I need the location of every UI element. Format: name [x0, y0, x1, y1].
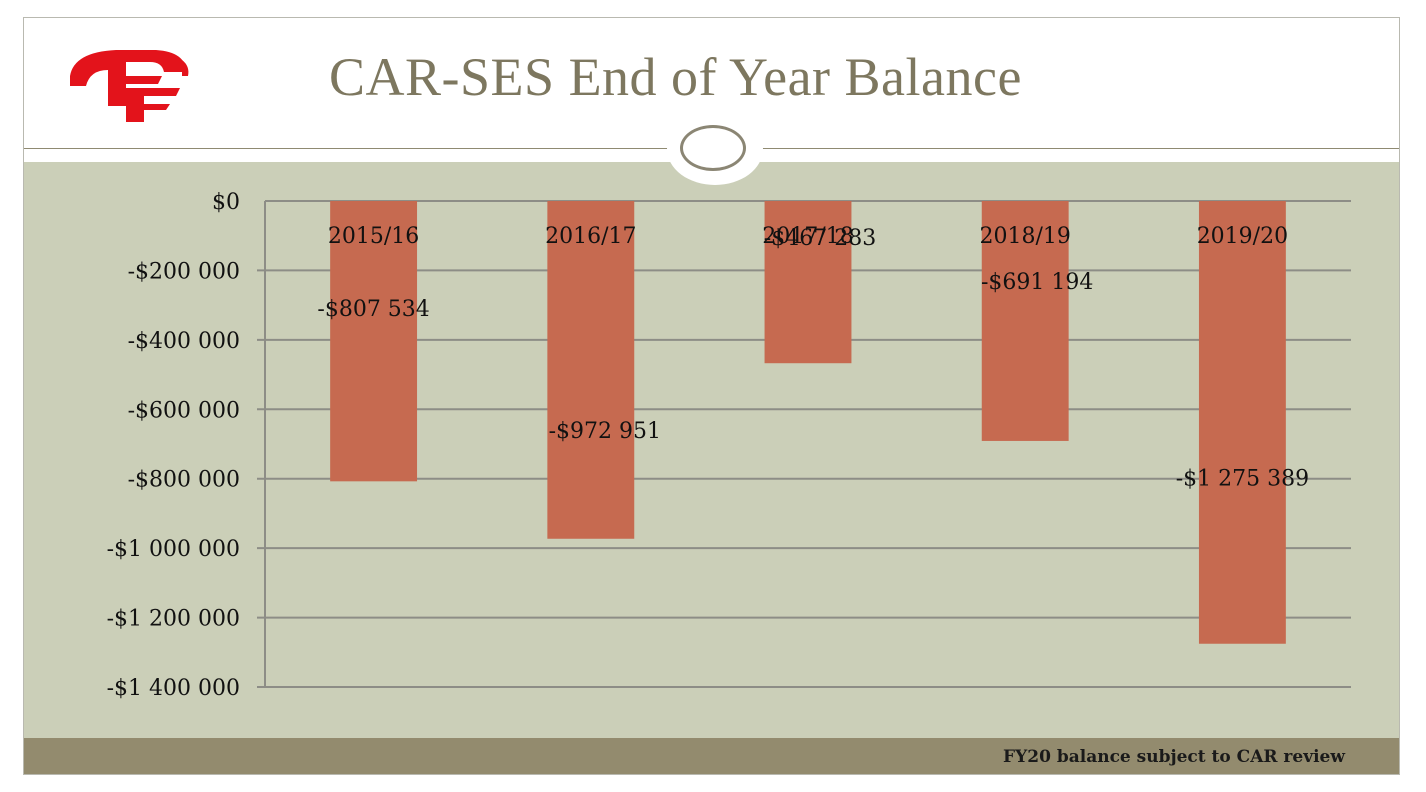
data-label: -$467 283	[764, 226, 876, 251]
bar-2018-19	[981, 201, 1069, 441]
bar-2017-18	[764, 201, 852, 364]
footer-band: FY20 balance subject to CAR review	[24, 738, 1399, 774]
y-tick-label: -$800 000	[128, 468, 240, 493]
y-tick-label: -$1 200 000	[107, 607, 240, 632]
y-tick-label: $0	[212, 190, 240, 215]
slide-title: CAR-SES End of Year Balance	[329, 47, 1022, 107]
data-label: -$691 194	[981, 270, 1093, 295]
divider-medallion	[667, 113, 763, 185]
medallion-ring	[680, 125, 746, 171]
category-labels: 2015/16 2016/17 2017/18 2018/19 2019/20	[328, 224, 1288, 249]
bars	[330, 201, 1286, 644]
slide-frame: CAR-SES End of Year Balance FY20 balance…	[23, 17, 1400, 775]
y-tick-label: -$600 000	[128, 398, 240, 423]
category-label: 2018/19	[979, 224, 1070, 249]
data-label: -$1 275 389	[1176, 466, 1309, 491]
bar-2015-16	[330, 201, 418, 482]
chart-background	[24, 162, 1399, 738]
cf-logo-icon	[70, 50, 189, 122]
category-label: 2016/17	[545, 224, 636, 249]
y-tick-label: -$1 000 000	[107, 537, 240, 562]
y-axis-tick-labels: $0 -$200 000 -$400 000 -$600 000 -$800 000 -$…	[107, 190, 240, 701]
bar-2019-20	[1198, 201, 1286, 644]
data-labels: -$807 534 -$972 951 -$467 283 -$691 194 -$1 …	[317, 226, 1309, 491]
data-label: -$972 951	[549, 419, 661, 444]
y-tick-label: -$1 400 000	[107, 676, 240, 701]
bar-2016-17	[547, 201, 635, 539]
category-label: 2019/20	[1197, 224, 1288, 249]
y-tick-label: -$400 000	[128, 329, 240, 354]
category-label: 2015/16	[328, 224, 419, 249]
footer-note: FY20 balance subject to CAR review	[1003, 747, 1345, 767]
category-label: 2017/18	[762, 224, 853, 249]
y-tick-label: -$200 000	[128, 259, 240, 284]
data-label: -$807 534	[317, 297, 429, 322]
